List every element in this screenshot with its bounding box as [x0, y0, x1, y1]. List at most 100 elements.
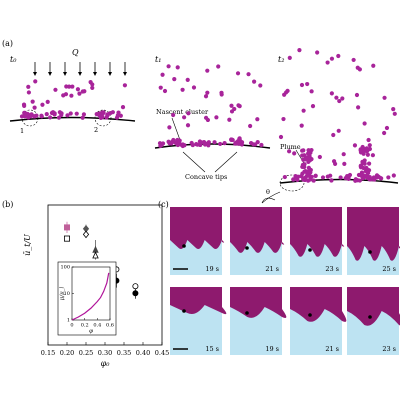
particle — [365, 148, 370, 153]
particle — [329, 91, 334, 96]
particle — [67, 84, 72, 89]
particle — [358, 165, 364, 170]
angle-label: θ — [266, 188, 270, 196]
particle — [299, 123, 304, 128]
particle — [331, 132, 336, 138]
particle — [118, 113, 123, 118]
particle — [299, 82, 305, 88]
particle — [328, 173, 333, 178]
arrow-heads — [33, 72, 127, 76]
particle — [297, 48, 302, 53]
particle — [214, 115, 219, 120]
x-tick-label: 0.45 — [155, 349, 169, 357]
particle — [311, 178, 316, 183]
fluid-region — [170, 207, 225, 249]
particle — [158, 143, 163, 148]
particle — [287, 55, 292, 60]
time-label: 21 s — [265, 265, 279, 273]
annotation: Concave tips — [185, 173, 227, 181]
particle — [160, 72, 165, 77]
particle — [371, 175, 376, 180]
marker — [132, 283, 139, 290]
particle — [29, 112, 34, 117]
particle — [26, 90, 31, 95]
particle — [304, 173, 310, 178]
particle — [391, 173, 396, 178]
particle — [364, 175, 369, 180]
particle — [75, 87, 81, 92]
particle — [301, 177, 306, 182]
x-tick-label: 0.20 — [60, 349, 74, 357]
tracked-particle — [308, 313, 312, 317]
particle — [90, 85, 95, 90]
particle — [222, 141, 227, 146]
particle — [342, 161, 347, 166]
particle — [296, 174, 301, 179]
particle — [205, 90, 210, 95]
particle — [351, 57, 356, 63]
particle — [175, 142, 180, 148]
particle — [338, 175, 343, 180]
time-label: t₁ — [155, 55, 161, 64]
particle — [306, 178, 311, 183]
particle — [292, 151, 297, 156]
particle — [175, 65, 180, 70]
x-tick-label: 0.35 — [117, 349, 131, 357]
particle — [248, 123, 253, 129]
particle — [26, 84, 31, 89]
particle — [100, 111, 105, 116]
particle — [234, 140, 239, 145]
particle — [77, 91, 82, 96]
particle — [191, 85, 197, 90]
particle — [182, 115, 187, 120]
x-axis-label: φ — [89, 329, 93, 335]
particle — [365, 170, 371, 176]
site-circles — [21, 109, 305, 192]
time-label: 19 s — [205, 265, 219, 273]
marker — [82, 230, 90, 239]
time-label: 15 s — [205, 345, 219, 353]
chart: 0.15 0.20 0.25 0.30 0.35 0.40 0.45 φ₀ ū_t/U 0 0.2 0… — [23, 204, 169, 368]
particle — [177, 138, 182, 143]
particle — [278, 134, 284, 140]
particle — [336, 53, 341, 59]
panel-label: (a) — [2, 39, 13, 48]
particle — [219, 92, 224, 97]
tracked-particle — [245, 246, 249, 250]
interfaces — [9, 116, 399, 184]
particle — [329, 178, 334, 183]
marker — [132, 290, 139, 297]
particle — [317, 154, 322, 160]
particle — [357, 178, 362, 183]
particle — [370, 153, 376, 158]
particle — [185, 77, 190, 83]
particle — [367, 143, 372, 148]
marker — [64, 224, 71, 231]
time-label: 25 s — [382, 265, 396, 273]
particle — [384, 125, 390, 131]
particle — [205, 68, 210, 73]
particle — [305, 81, 310, 87]
particle — [362, 161, 367, 166]
y-tick-label: 100 — [60, 265, 70, 271]
particle — [253, 142, 258, 147]
particle — [167, 125, 172, 130]
particle — [301, 108, 306, 113]
marker — [64, 235, 71, 242]
x-tick-label: 0.25 — [79, 349, 93, 357]
particle — [69, 93, 74, 98]
particle — [360, 144, 365, 150]
particle — [341, 152, 346, 157]
particle — [61, 93, 66, 98]
particle — [185, 123, 191, 128]
particle — [26, 115, 31, 120]
site-label: 1 — [20, 127, 24, 135]
particle — [227, 117, 232, 122]
particle — [216, 64, 221, 69]
particle — [309, 147, 314, 153]
particle — [179, 142, 184, 147]
particle — [325, 60, 330, 65]
particle — [105, 113, 110, 118]
particle — [203, 94, 209, 99]
